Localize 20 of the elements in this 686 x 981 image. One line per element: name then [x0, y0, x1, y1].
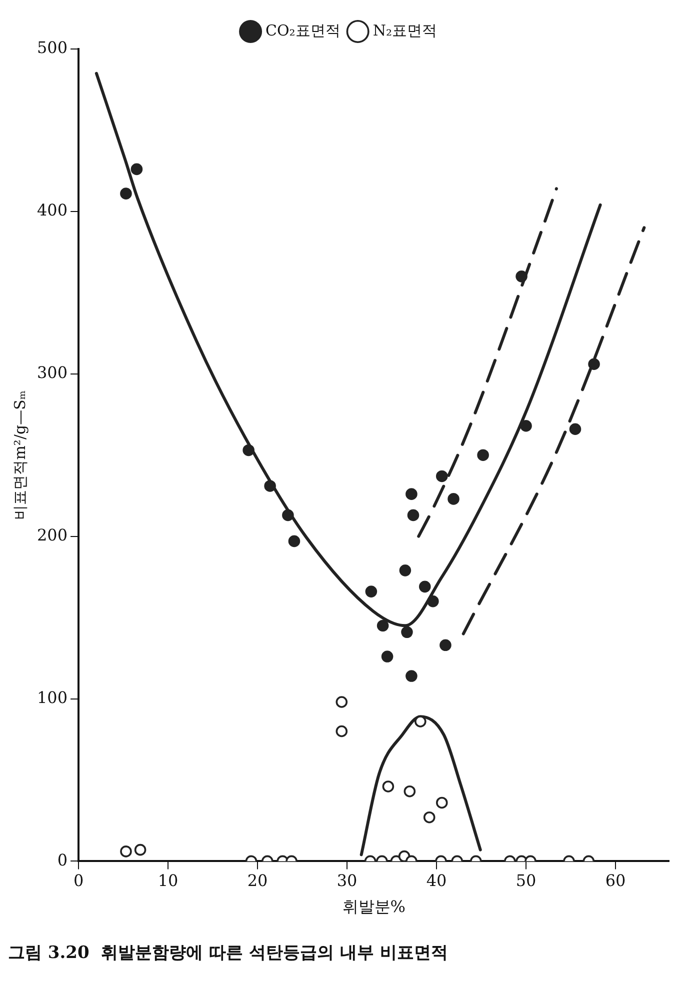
y-tick-label: 200: [36, 525, 68, 544]
x-tick-label: 0: [73, 870, 84, 890]
x-tick-label: 10: [158, 870, 178, 890]
y-tick-label: 0: [57, 850, 68, 870]
x-tick-label: 20: [247, 870, 268, 890]
legend-label: CO₂표면적: [266, 21, 340, 40]
y-tick-label: 500: [36, 38, 68, 58]
legend-label: N₂표면적: [372, 21, 437, 40]
y-tick-label: 300: [36, 363, 68, 382]
line-series: [417, 187, 558, 538]
text: 그림 3.20 휘발분함량에 따른 석탄등급의 내부 비표면적: [8, 943, 448, 964]
y-tick-label: 100: [36, 688, 68, 707]
line-series: [360, 715, 482, 856]
x-tick-label: 50: [516, 870, 536, 890]
x-axis-title: 휘발분%: [342, 897, 406, 916]
x-tick-label: 40: [426, 870, 447, 890]
y-tick-label: 400: [36, 200, 68, 220]
y-axis-title: 비표면적m²/g—Sₘ: [10, 390, 29, 520]
x-tick-label: 60: [605, 870, 626, 890]
x-tick-label: 30: [336, 870, 358, 890]
